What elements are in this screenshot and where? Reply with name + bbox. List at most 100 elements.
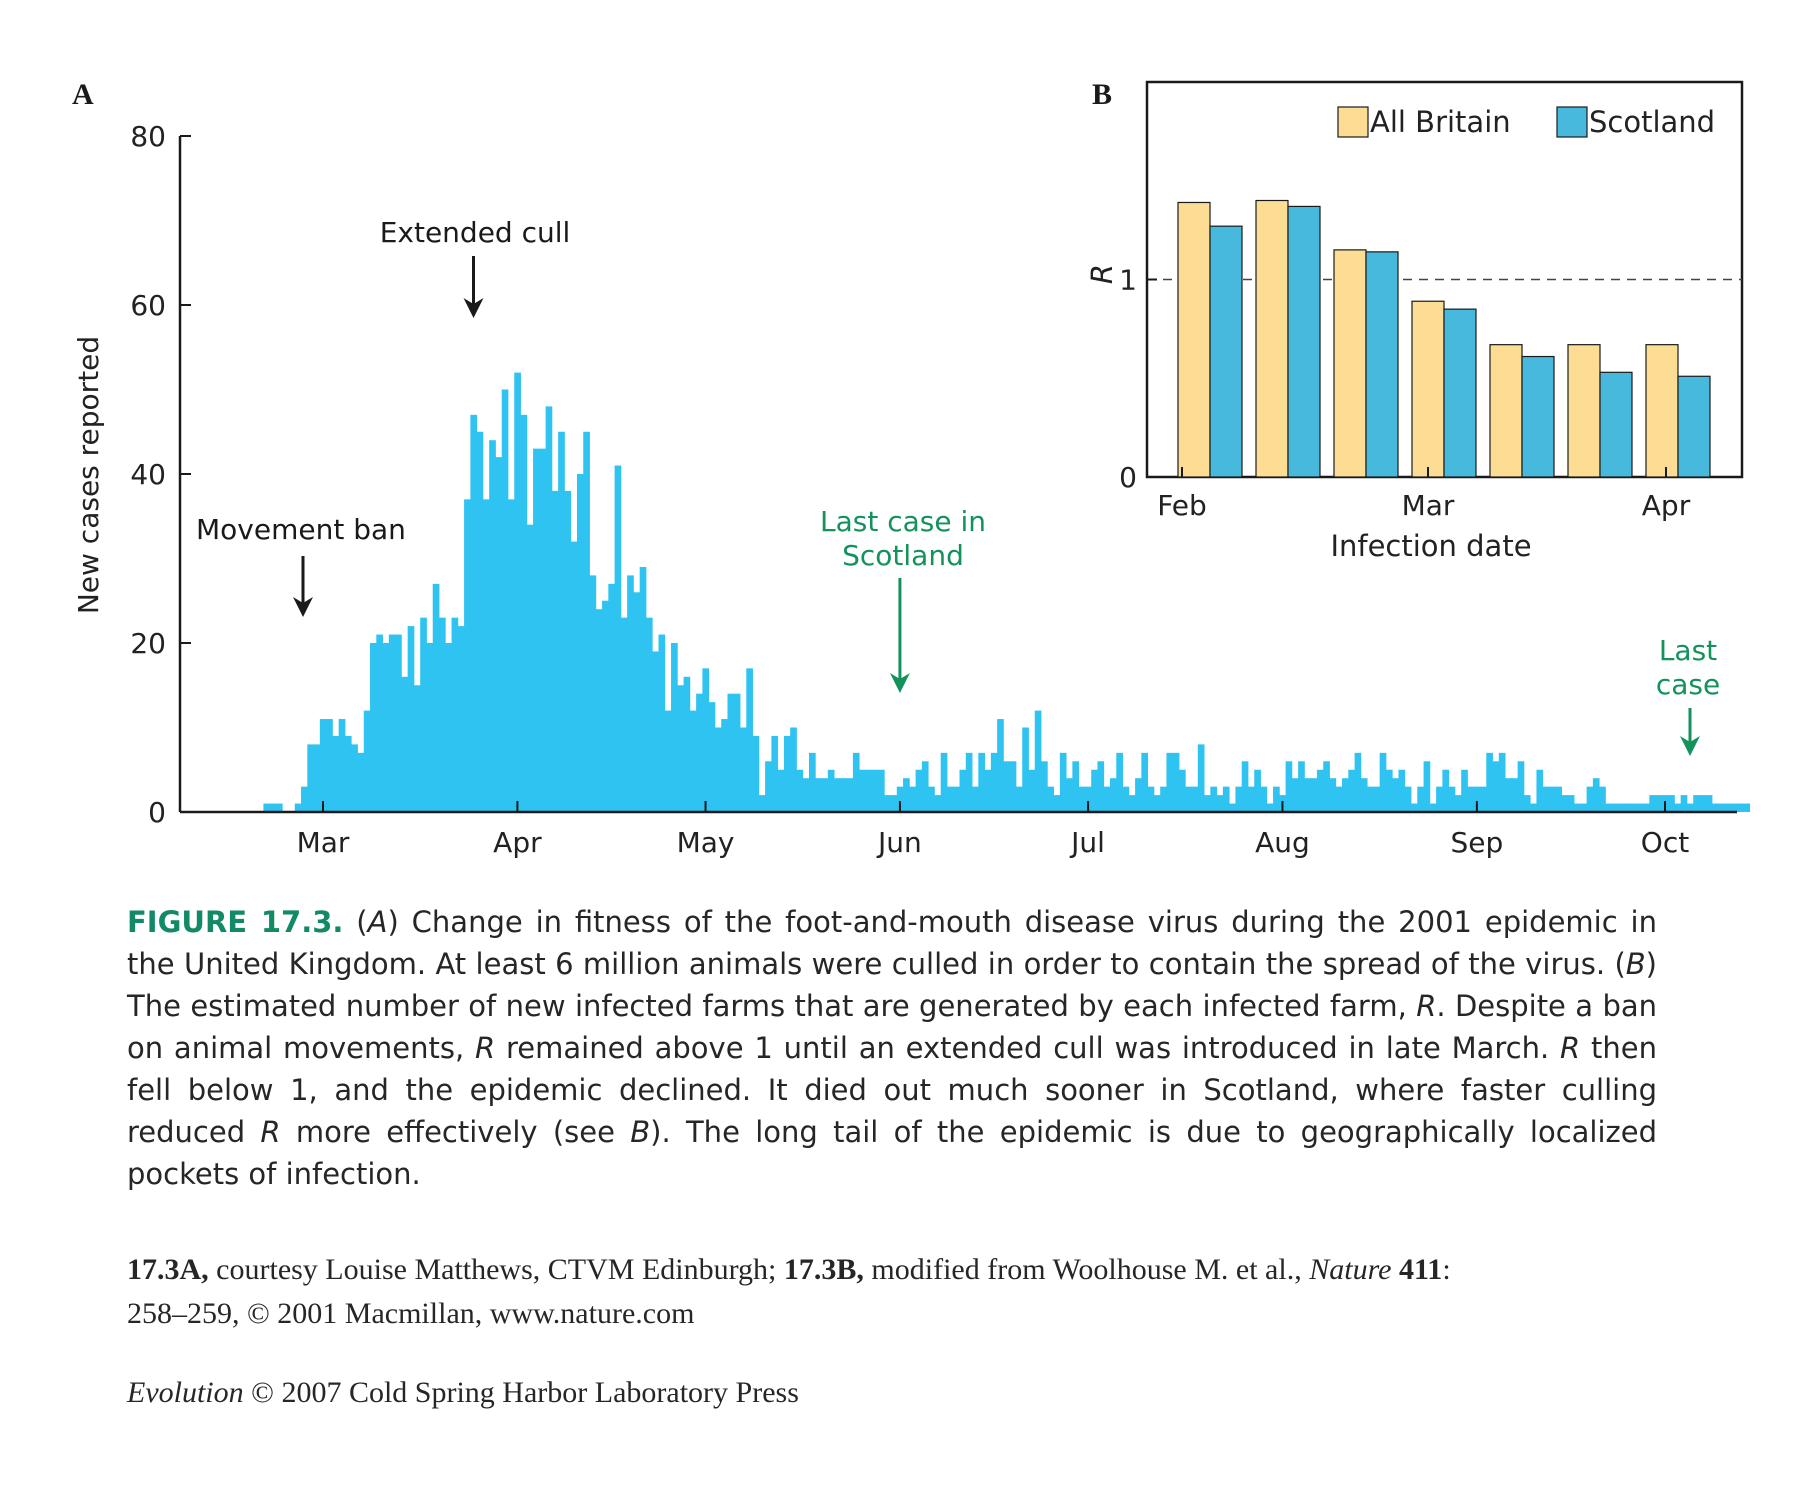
panel-a-bar: [1160, 786, 1167, 812]
panel-a-bar: [595, 609, 603, 812]
panel-a-bar: [1015, 786, 1023, 812]
caption-panel-ref: B: [630, 1115, 651, 1149]
panel-a-bar: [1191, 786, 1199, 812]
panel-a-bar: [921, 761, 929, 812]
panel-a-bar: [1247, 786, 1255, 812]
panel-a-bar: [1235, 786, 1243, 812]
credit-volume: 411: [1391, 1253, 1443, 1286]
panel-a-bar: [614, 465, 622, 812]
panel-a-bar: [771, 735, 779, 812]
panel-a-bar: [1668, 795, 1675, 812]
panel-a-x-tick-label: Apr: [493, 826, 542, 859]
panel-a-bar: [790, 727, 797, 812]
panel-a-bar: [1179, 769, 1186, 812]
figure-credits: 17.3A, courtesy Louise Matthews, CTVM Ed…: [127, 1248, 1667, 1336]
panel-a-bar: [896, 786, 904, 812]
panel-a-bar: [1053, 795, 1061, 812]
panel-a-bar: [1041, 761, 1048, 812]
panel-a-annotation-arrowhead: [1680, 736, 1700, 756]
panel-a-y-tick-label: 20: [130, 627, 166, 660]
panel-a-bar: [1411, 803, 1418, 812]
panel-a-bar: [602, 600, 609, 812]
panel-a-bar: [526, 524, 534, 812]
panel-a-bar: [1153, 795, 1161, 812]
panel-a-bar: [671, 643, 678, 812]
panel-a-bar: [1592, 778, 1600, 812]
panel-a-bar: [708, 702, 716, 812]
panel-a-bar: [1304, 778, 1312, 812]
panel-a-bar: [1197, 744, 1205, 812]
publisher-line: Evolution © 2007 Cold Spring Harbor Labo…: [127, 1376, 799, 1410]
panel-a-bar: [1423, 761, 1431, 812]
panel-a-bar: [1511, 778, 1519, 812]
panel-a-bar: [1135, 778, 1142, 812]
panel-a-bar: [1693, 795, 1700, 812]
panel-a-bar: [495, 457, 503, 812]
panel-a-bar: [1084, 786, 1092, 812]
panel-a-bar: [639, 566, 647, 812]
panel-b-bar: [1255, 199, 1289, 478]
caption-r-symbol: R: [475, 1031, 496, 1065]
panel-a-bar: [1110, 778, 1117, 812]
panel-a-annotation-label: Last case in: [820, 505, 986, 538]
panel-a-bar: [1705, 795, 1713, 812]
caption-text: ). The long tail of the epidemic is due …: [127, 1115, 1657, 1191]
panel-a-bar: [1542, 786, 1550, 812]
panel-a-bar: [1103, 786, 1111, 812]
panel-a-bar: [1636, 803, 1644, 812]
panel-a-annotation-arrowhead: [293, 597, 313, 617]
panel-a-bar: [972, 786, 979, 812]
panel-a-bar: [470, 414, 478, 812]
panel-a-bar: [1147, 786, 1155, 812]
caption-text: (: [343, 905, 368, 939]
panel-a-bar: [1354, 752, 1362, 812]
panel-a-bar: [1373, 786, 1381, 812]
credit-text: :: [1442, 1253, 1451, 1286]
panel-b-letter: B: [1092, 78, 1112, 111]
panel-a-bar: [570, 541, 578, 812]
panel-a-bar: [351, 744, 358, 812]
panel-a-bar: [752, 735, 760, 812]
panel-a-bar: [583, 431, 590, 812]
panel-a-bar: [1480, 786, 1487, 812]
panel-a-bar: [1561, 795, 1569, 812]
panel-a-x-tick-label: Oct: [1641, 826, 1689, 859]
panel-a-bar: [1116, 752, 1123, 812]
panel-a-bar: [997, 719, 1004, 812]
panel-a-bar: [815, 778, 822, 812]
panel-a-bar: [589, 575, 597, 812]
panel-a-bar: [1385, 769, 1393, 812]
panel-a-bar: [307, 744, 314, 812]
panel-a-letter: A: [72, 78, 94, 111]
panel-a-bar: [677, 685, 684, 812]
panel-b-legend-label: Scotland: [1589, 105, 1715, 139]
panel-a-bar: [1141, 752, 1149, 812]
panel-a-bar: [1486, 752, 1493, 812]
panel-a-bar: [1128, 795, 1136, 812]
panel-a-bar: [1335, 786, 1343, 812]
panel-a-bar: [1216, 795, 1224, 812]
caption-r-symbol: R: [260, 1115, 281, 1149]
panel-a-bar: [1285, 761, 1293, 812]
panel-a-bar: [1724, 803, 1732, 812]
panel-a-bar: [765, 761, 772, 812]
panel-a-bar: [1712, 803, 1719, 812]
panel-a-bar: [821, 778, 829, 812]
credit-text: modified from Woolhouse M. et al.,: [863, 1253, 1310, 1286]
panel-a-bar: [802, 778, 810, 812]
credit-text: 258–259, © 2001 Macmillan, www.nature.co…: [127, 1297, 695, 1330]
panel-a-bar: [1066, 778, 1073, 812]
panel-a-bar: [445, 643, 452, 812]
caption-figure-number: FIGURE 17.3.: [127, 905, 344, 939]
panel-a-bar: [482, 499, 490, 812]
panel-a-bar: [1523, 795, 1531, 812]
caption-text: . Despite a ban on animal movements,: [127, 989, 1657, 1065]
panel-a-bar: [501, 389, 509, 812]
panel-a-bar: [1448, 786, 1456, 812]
panel-a-bar: [1498, 752, 1506, 812]
credit-text: courtesy Louise Matthews, CTVM Edinburgh…: [208, 1253, 784, 1286]
panel-b-bar: [1677, 375, 1711, 478]
panel-a-bars: [263, 372, 1751, 812]
panel-a-bar: [388, 634, 396, 812]
panel-a-bar: [357, 752, 365, 812]
